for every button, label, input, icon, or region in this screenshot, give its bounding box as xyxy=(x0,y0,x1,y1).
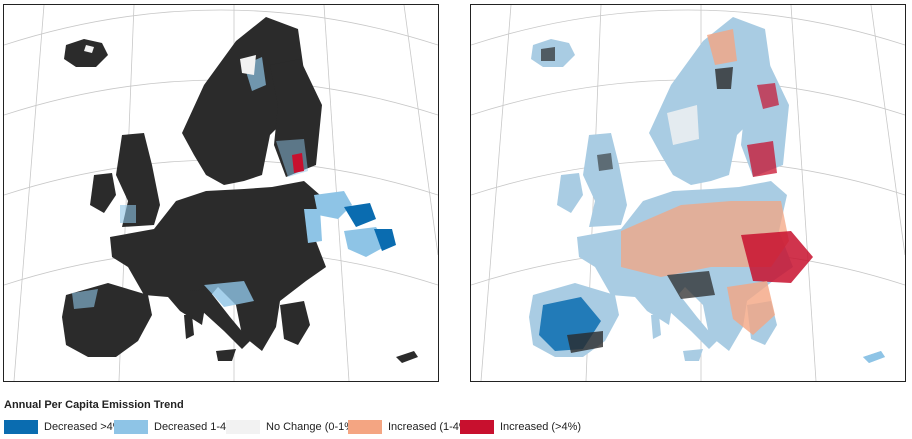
region-baltic-light-2 xyxy=(304,209,322,243)
region-great-britain xyxy=(116,133,160,227)
legend-swatch xyxy=(348,420,382,434)
legend-label: Increased (>4%) xyxy=(500,421,582,433)
region-cyprus-light xyxy=(863,351,885,363)
region-finland-red xyxy=(747,141,777,177)
region-italy xyxy=(190,289,250,349)
landmass-left xyxy=(62,17,418,363)
region-east-blue xyxy=(374,229,396,251)
region-north-red xyxy=(757,83,779,109)
legend-item-increased-small: Increased (1-4%) xyxy=(348,419,472,435)
region-iberia-dark xyxy=(567,331,603,353)
region-sweden-white xyxy=(667,105,699,145)
region-alps-dark xyxy=(667,271,715,299)
region-sicily xyxy=(683,349,703,361)
region-ireland-light xyxy=(120,205,136,223)
europe-map-right xyxy=(471,5,905,381)
highlight-regions-left xyxy=(72,45,396,309)
region-great-britain xyxy=(583,133,627,227)
trend-regions-right xyxy=(539,29,885,363)
region-iceland-dark xyxy=(541,47,555,61)
region-sicily xyxy=(216,349,236,361)
legend-item-decreased-large: Decreased >4% xyxy=(4,419,123,435)
europe-map-left xyxy=(4,5,438,381)
region-iceland-white xyxy=(84,45,94,53)
legend-swatch xyxy=(460,420,494,434)
region-baltic-light xyxy=(314,191,352,219)
region-norway-dark xyxy=(715,67,733,89)
legend-swatch xyxy=(226,420,260,434)
region-scandinavia xyxy=(182,17,306,185)
region-ireland xyxy=(557,173,583,213)
legend-label: Decreased >4% xyxy=(44,421,123,433)
region-italy xyxy=(657,289,717,349)
legend-label: No Change (0-1%) xyxy=(266,421,358,433)
legend-item-no-change: No Change (0-1%) xyxy=(226,419,358,435)
region-sardinia xyxy=(651,315,661,339)
region-baltic-blue xyxy=(344,203,376,227)
region-mainland xyxy=(110,181,326,351)
map-panel-right xyxy=(470,4,906,382)
region-uk-dark xyxy=(597,153,613,171)
legend-label: Decreased 1-4% xyxy=(154,421,236,433)
region-iberia-light xyxy=(72,289,98,309)
legend-title: Annual Per Capita Emission Trend xyxy=(4,399,184,411)
region-greece xyxy=(280,301,310,345)
legend-item-increased-large: Increased (>4%) xyxy=(460,419,581,435)
region-ireland xyxy=(90,173,116,213)
legend: Decreased >4% Decreased 1-4% No Change (… xyxy=(4,419,904,435)
region-nowhite xyxy=(240,55,256,75)
region-balkan-red xyxy=(727,281,775,335)
region-iceland xyxy=(64,39,108,67)
legend-label: Increased (1-4%) xyxy=(388,421,473,433)
legend-item-decreased-small: Decreased 1-4% xyxy=(114,419,236,435)
region-east-red xyxy=(741,231,813,283)
region-alps-light xyxy=(204,281,254,307)
region-norway-orange xyxy=(707,29,737,65)
map-panel-left xyxy=(3,4,439,382)
legend-swatch xyxy=(4,420,38,434)
region-sardinia xyxy=(184,315,194,339)
legend-swatch xyxy=(114,420,148,434)
region-cyprus xyxy=(396,351,418,363)
region-finland-red xyxy=(292,153,304,173)
